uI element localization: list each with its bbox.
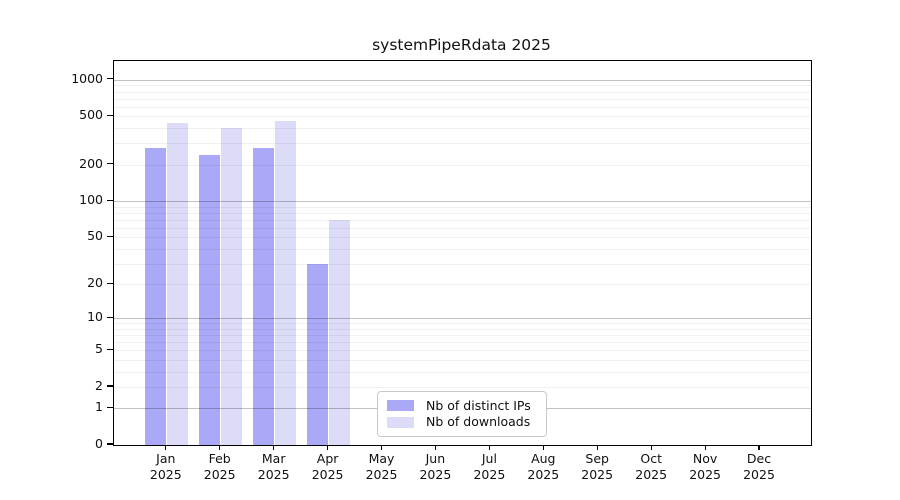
legend-swatch-downloads — [387, 416, 414, 428]
legend-swatch-distinct-ips — [387, 400, 414, 412]
y-tick-label-2: 2 — [95, 377, 103, 393]
bar-feb-nb-of-downloads — [220, 127, 243, 445]
x-tick-sep — [596, 445, 598, 451]
x-tick-jun — [434, 445, 437, 451]
y-tick-label-1: 1 — [95, 399, 103, 415]
x-tick-label-jun: Jun 2025 — [419, 451, 452, 482]
x-tick-label-aug: Aug 2025 — [527, 451, 560, 482]
y-tick-50 — [107, 235, 113, 237]
y-tick-label-0: 0 — [95, 436, 103, 451]
chart-title: systemPipeRdata 2025 — [372, 36, 551, 54]
plot-area — [113, 60, 812, 446]
x-tick-label-feb: Feb 2025 — [203, 451, 236, 482]
y-tick-label-20: 20 — [87, 275, 103, 291]
x-tick-mar — [273, 445, 275, 451]
bar-mar-nb-of-distinct-ips — [252, 147, 275, 445]
x-tick-jan — [165, 445, 167, 451]
y-tick-1000 — [107, 78, 113, 80]
y-tick-10 — [107, 316, 113, 318]
bar-jan-nb-of-distinct-ips — [144, 147, 167, 445]
bar-apr-nb-of-downloads — [328, 219, 351, 445]
y-tick-200 — [107, 163, 113, 165]
x-tick-label-nov: Nov 2025 — [689, 451, 721, 482]
x-tick-label-jan: Jan 2025 — [149, 451, 182, 482]
y-tick-label-200: 200 — [79, 155, 103, 171]
y-tick-100 — [107, 199, 113, 201]
y-tick-0 — [107, 443, 113, 445]
y-tick-label-50: 50 — [87, 228, 103, 244]
y-tick-label-500: 500 — [79, 107, 103, 123]
legend-row-distinct-ips: Nb of distinct IPs — [387, 397, 537, 413]
x-tick-label-sep: Sep 2025 — [581, 451, 614, 482]
x-tick-label-mar: Mar 2025 — [257, 451, 290, 482]
bar-mar-nb-of-downloads — [274, 120, 297, 445]
x-tick-may — [380, 445, 383, 451]
x-tick-label-may: May 2025 — [365, 451, 398, 482]
legend-row-downloads: Nb of downloads — [387, 415, 537, 429]
x-tick-apr — [327, 445, 329, 451]
x-tick-aug — [542, 445, 544, 451]
x-tick-label-dec: Dec 2025 — [743, 451, 775, 482]
legend: Nb of distinct IPs Nb of downloads — [377, 391, 547, 437]
bar-jan-nb-of-downloads — [166, 122, 189, 445]
bar-apr-nb-of-distinct-ips — [306, 263, 329, 445]
x-tick-label-oct: Oct 2025 — [635, 451, 668, 482]
y-tick-label-5: 5 — [95, 341, 103, 357]
x-tick-feb — [219, 445, 221, 451]
x-tick-oct — [650, 445, 652, 451]
x-tick-label-jul: Jul 2025 — [473, 451, 506, 482]
x-tick-jul — [488, 445, 491, 451]
legend-label-distinct-ips: Nb of distinct IPs — [426, 397, 531, 413]
y-tick-1 — [107, 406, 113, 409]
x-tick-nov — [704, 445, 706, 451]
y-tick-20 — [107, 282, 113, 284]
y-tick-5 — [107, 348, 113, 350]
x-tick-label-apr: Apr 2025 — [311, 451, 344, 482]
y-tick-500 — [107, 114, 113, 117]
y-tick-label-10: 10 — [87, 309, 103, 325]
y-tick-label-1000: 1000 — [71, 70, 103, 86]
y-tick-label-100: 100 — [79, 192, 103, 208]
bars-layer — [114, 61, 811, 445]
x-tick-dec — [758, 445, 760, 451]
y-tick-2 — [107, 385, 113, 387]
legend-label-downloads: Nb of downloads — [426, 414, 531, 430]
bar-feb-nb-of-distinct-ips — [198, 155, 221, 445]
